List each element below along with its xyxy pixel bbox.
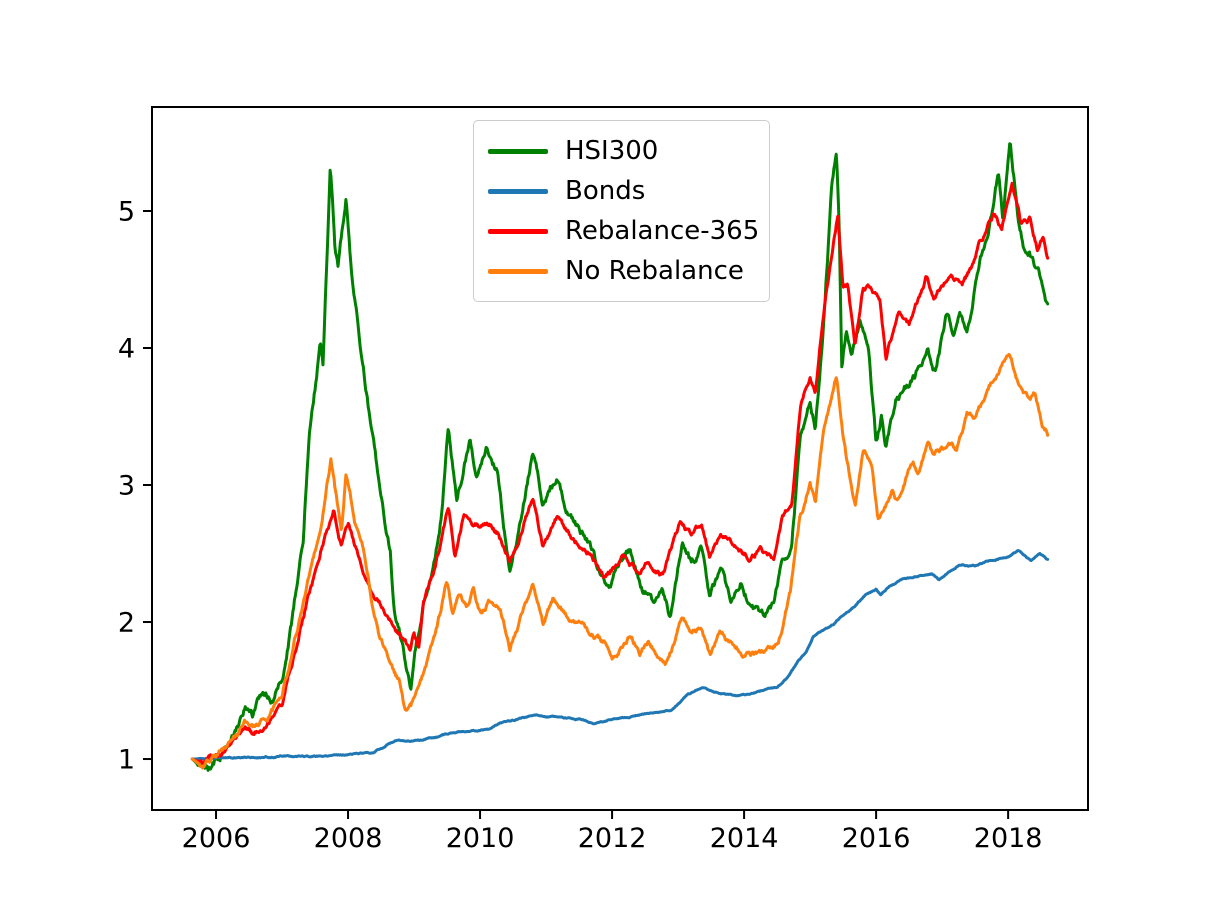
series-line-no-rebalance (190, 352, 1050, 770)
legend-line-bonds-icon (488, 188, 548, 194)
legend-item-hsi300: HSI300 (488, 131, 759, 171)
x-tick-label: 2008 (314, 823, 383, 854)
legend-line-hsi300-icon (488, 148, 548, 154)
legend-label: Rebalance-365 (565, 216, 760, 246)
legend-item-rebalance-365: Rebalance-365 (488, 211, 759, 251)
y-tick-label: 2 (118, 608, 135, 639)
y-tick-label: 3 (118, 471, 135, 502)
legend-item-bonds: Bonds (488, 171, 759, 211)
x-tick-label: 2012 (578, 823, 647, 854)
x-tick-label: 2018 (974, 823, 1043, 854)
legend-line-no-rebalance-icon (488, 268, 548, 274)
legend-line-rebalance-365-icon (488, 228, 548, 234)
legend-item-no-rebalance: No Rebalance (488, 251, 759, 291)
legend-label: No Rebalance (565, 256, 744, 286)
series-line-rebalance-365 (190, 181, 1050, 766)
x-tick-label: 2006 (182, 823, 251, 854)
y-tick-label: 5 (118, 196, 135, 227)
x-tick-label: 2014 (710, 823, 779, 854)
legend-label: HSI300 (565, 136, 659, 166)
legend: HSI300 Bonds Rebalance-365 No Rebalance (473, 120, 770, 302)
x-tick-label: 2016 (842, 823, 911, 854)
legend-label: Bonds (565, 176, 646, 206)
x-tick-label: 2010 (446, 823, 515, 854)
y-tick-label: 1 (118, 745, 135, 776)
series-line-bonds (190, 549, 1050, 761)
y-tick-label: 4 (118, 334, 135, 365)
axes-spines (151, 106, 1089, 811)
